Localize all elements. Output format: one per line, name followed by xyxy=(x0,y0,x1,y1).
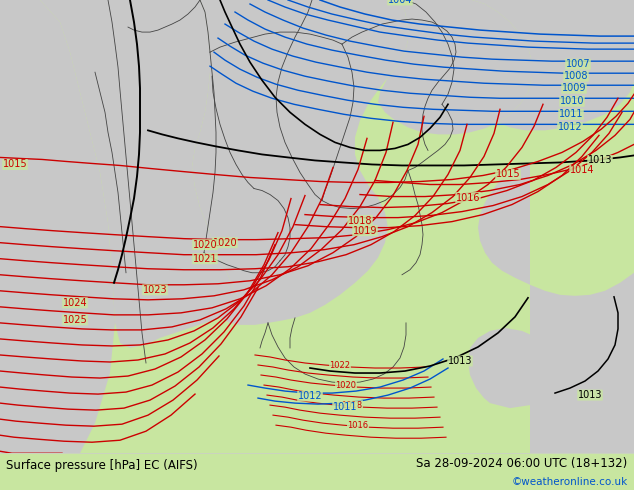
Polygon shape xyxy=(192,0,408,325)
Polygon shape xyxy=(0,0,115,453)
Text: 1020: 1020 xyxy=(212,238,237,247)
Text: 1018: 1018 xyxy=(348,216,372,225)
Text: 1013: 1013 xyxy=(588,155,612,166)
Polygon shape xyxy=(478,165,634,453)
Text: 1023: 1023 xyxy=(143,285,167,295)
Polygon shape xyxy=(378,0,532,134)
Text: 1010: 1010 xyxy=(560,96,585,106)
Text: 1015: 1015 xyxy=(496,170,521,179)
Text: 1009: 1009 xyxy=(562,83,586,93)
Text: 1024: 1024 xyxy=(63,298,87,308)
Text: 1013: 1013 xyxy=(578,390,602,400)
Text: 1025: 1025 xyxy=(63,315,87,325)
Text: 1008: 1008 xyxy=(564,71,588,81)
Text: 1018: 1018 xyxy=(342,401,363,410)
Text: 1019: 1019 xyxy=(353,225,377,236)
Text: Sa 28-09-2024 06:00 UTC (18+132): Sa 28-09-2024 06:00 UTC (18+132) xyxy=(417,457,628,470)
Text: 1011: 1011 xyxy=(333,402,357,412)
Text: 1007: 1007 xyxy=(566,59,590,69)
Polygon shape xyxy=(468,328,560,408)
Text: 1004: 1004 xyxy=(388,0,412,5)
Text: 1016: 1016 xyxy=(347,421,368,430)
Text: 1020: 1020 xyxy=(193,240,217,250)
Text: 1014: 1014 xyxy=(570,166,594,175)
Text: ©weatheronline.co.uk: ©weatheronline.co.uk xyxy=(512,477,628,487)
Text: Surface pressure [hPa] EC (AIFS): Surface pressure [hPa] EC (AIFS) xyxy=(6,459,198,471)
Text: 1020: 1020 xyxy=(335,381,356,390)
Text: 1021: 1021 xyxy=(193,254,217,264)
Text: 1016: 1016 xyxy=(456,193,480,202)
Text: 1012: 1012 xyxy=(298,391,322,401)
Text: 1012: 1012 xyxy=(558,122,582,132)
Polygon shape xyxy=(40,0,235,348)
Text: 1011: 1011 xyxy=(559,109,583,120)
Text: 1013: 1013 xyxy=(448,356,472,366)
Polygon shape xyxy=(472,0,634,130)
Text: 1015: 1015 xyxy=(3,159,27,170)
Text: 1022: 1022 xyxy=(330,361,351,369)
